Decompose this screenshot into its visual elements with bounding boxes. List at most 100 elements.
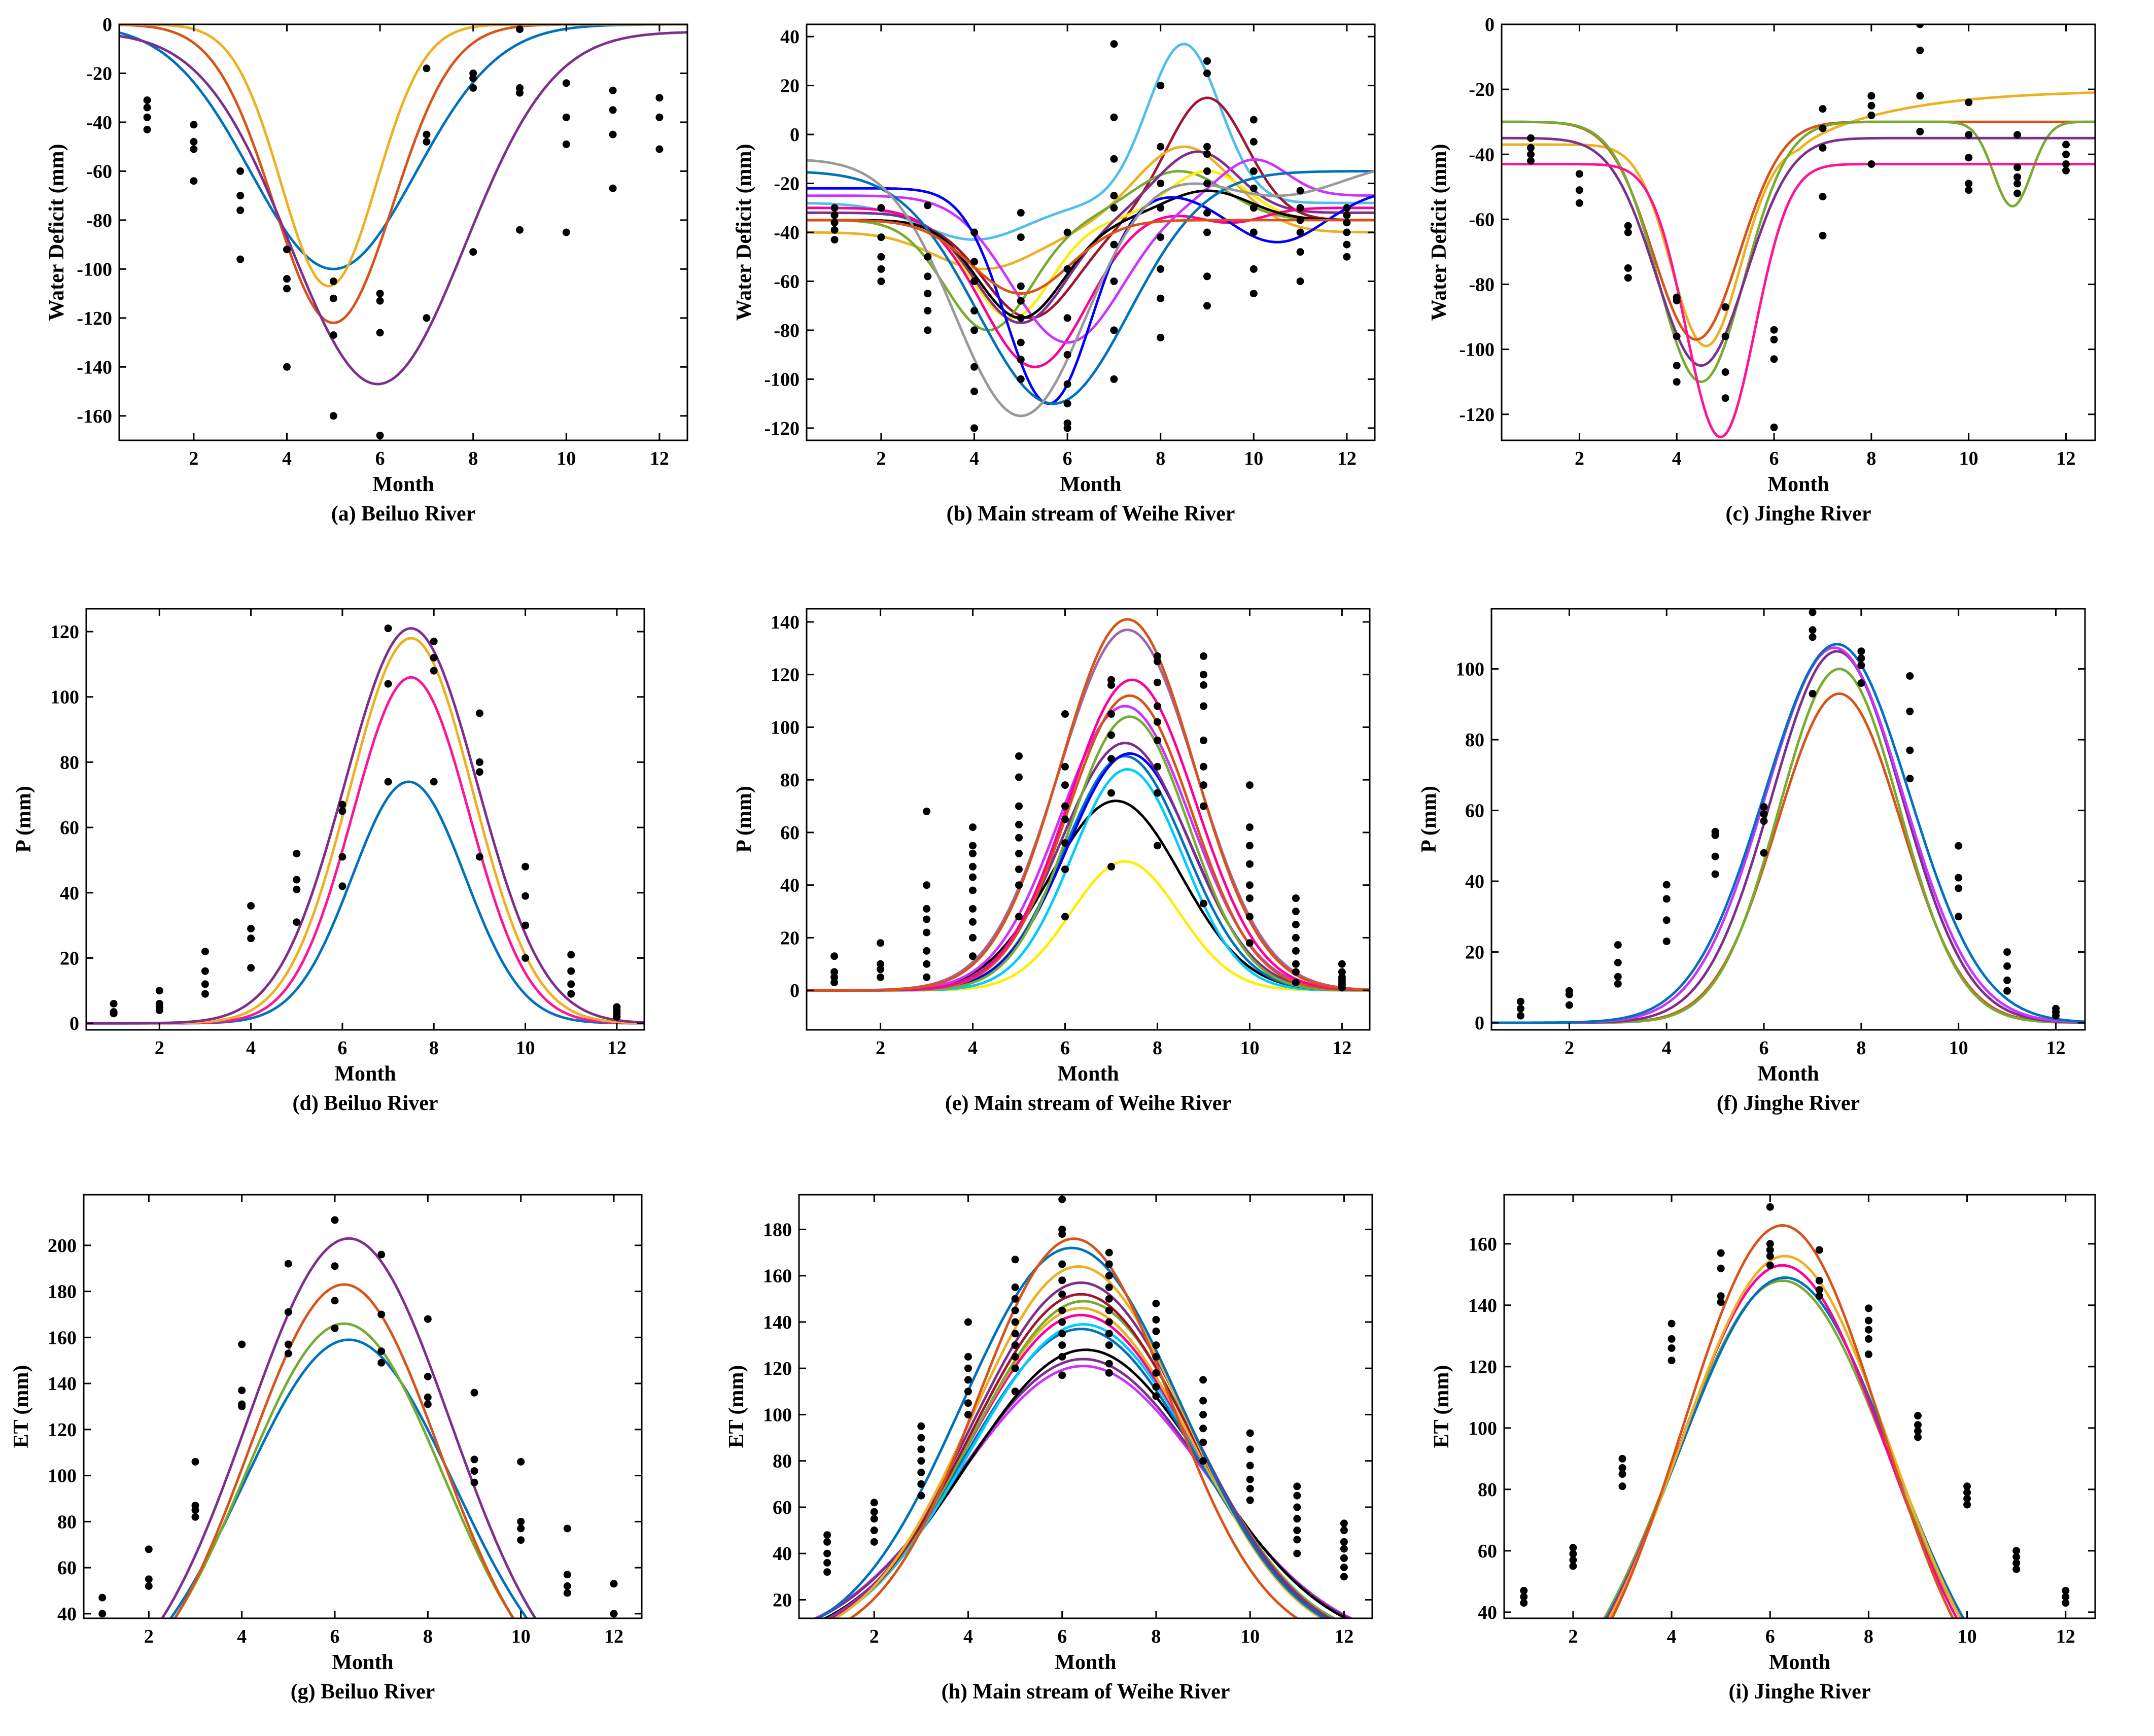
data-point	[384, 778, 392, 786]
series-line-s2	[119, 24, 687, 324]
series-line-s3	[1502, 120, 2095, 384]
plot-area	[1502, 24, 2095, 438]
data-point	[1200, 681, 1207, 689]
x-tick-label: 10	[1244, 448, 1263, 469]
data-point	[384, 624, 392, 633]
series-line-s1	[86, 780, 644, 1025]
data-point	[917, 1469, 925, 1476]
data-point	[877, 973, 885, 981]
data-point	[1914, 1433, 1922, 1441]
x-tick-label: 2	[1575, 448, 1584, 469]
data-point	[1246, 1445, 1254, 1453]
data-point	[293, 918, 301, 926]
data-point	[1011, 1256, 1019, 1264]
data-point	[969, 905, 977, 913]
data-point	[145, 1575, 153, 1583]
data-point	[1107, 681, 1115, 689]
series-line-s9	[807, 189, 1375, 320]
data-point	[1107, 789, 1115, 797]
y-tick-label: -40	[774, 222, 800, 244]
data-point	[1955, 874, 1963, 882]
data-point	[110, 1000, 118, 1008]
data-point	[1199, 1411, 1207, 1418]
data-point	[1673, 297, 1681, 304]
data-point	[424, 1400, 432, 1408]
data-point	[110, 1008, 118, 1016]
data-point	[970, 228, 978, 236]
series-line-s12	[807, 618, 1370, 992]
y-tick-label: 160	[48, 1327, 77, 1348]
data-point	[1105, 1369, 1113, 1377]
data-point	[823, 1568, 831, 1576]
y-axis-label: P (mm)	[1417, 786, 1441, 853]
data-point	[1157, 265, 1165, 273]
data-point	[563, 1571, 571, 1579]
y-tick-label: 40	[780, 26, 800, 48]
data-point	[1249, 184, 1258, 192]
data-point	[1058, 1318, 1066, 1326]
data-point	[1058, 1290, 1066, 1298]
data-point	[517, 1524, 525, 1533]
data-point	[1293, 1503, 1301, 1511]
data-point	[1857, 654, 1865, 663]
data-point	[923, 881, 931, 889]
axes-frame	[118, 23, 688, 441]
data-point	[924, 306, 932, 315]
data-point	[1296, 248, 1304, 256]
data-point	[1058, 1341, 1066, 1349]
series-line-s4	[119, 31, 687, 386]
y-tick-label: 0	[1485, 14, 1495, 36]
data-point	[1199, 1438, 1207, 1446]
data-point	[1343, 211, 1351, 219]
data-point	[830, 204, 839, 212]
data-point	[1249, 265, 1258, 273]
chart-panel-b: 2 4 6 8 10 12 40 20 0 -20 -40 -60 -80 -100 -120 Month Wa…	[733, 23, 1376, 526]
data-point	[1770, 326, 1778, 334]
data-point	[830, 979, 839, 987]
data-point	[1618, 1454, 1626, 1463]
x-axis-label: Month	[1769, 1651, 1830, 1674]
data-point	[1245, 939, 1254, 947]
data-point	[1061, 762, 1069, 771]
data-point	[1157, 180, 1165, 187]
y-tick-label: 80	[57, 1511, 77, 1533]
y-tick-label: 80	[780, 770, 800, 791]
data-point	[143, 113, 151, 121]
data-point	[1340, 1564, 1348, 1572]
data-point	[1721, 303, 1729, 311]
data-point	[247, 934, 255, 943]
data-point	[145, 1582, 153, 1590]
y-tick-label: 20	[780, 76, 800, 97]
data-point	[1110, 155, 1118, 163]
data-point	[964, 1376, 972, 1384]
data-point	[516, 226, 524, 234]
y-tick-label: 160	[763, 1266, 792, 1287]
x-axis-label: Month	[372, 473, 434, 496]
data-point	[823, 1559, 831, 1567]
data-point	[376, 329, 384, 337]
data-point	[1809, 633, 1817, 641]
series-line-s8	[807, 158, 1375, 344]
data-point	[1154, 657, 1161, 666]
data-point	[1203, 70, 1211, 77]
data-point	[870, 1508, 878, 1516]
series-line-s11	[832, 1265, 1325, 1618]
data-point	[2062, 166, 2070, 175]
data-point	[1011, 1295, 1019, 1303]
x-tick-label: 4	[282, 448, 292, 469]
data-point	[430, 778, 438, 786]
data-point	[877, 204, 885, 212]
y-tick-label: -80	[774, 320, 800, 341]
data-point	[1152, 1327, 1160, 1335]
data-point	[2062, 150, 2070, 158]
data-point	[1203, 150, 1211, 158]
chart-caption: (d) Beiluo River	[293, 1092, 438, 1115]
data-point	[609, 106, 617, 114]
data-point	[1711, 852, 1719, 860]
series-line-s4	[807, 755, 1370, 992]
data-point	[830, 973, 839, 981]
chart-panel-f: 2 4 6 8 10 12 0 20 40 60 80 100 Month P (mm) (f) Jingh…	[1417, 608, 2086, 1115]
x-tick-label: 12	[604, 1626, 623, 1647]
series-line-s13	[807, 219, 1375, 295]
data-point	[191, 1502, 199, 1510]
